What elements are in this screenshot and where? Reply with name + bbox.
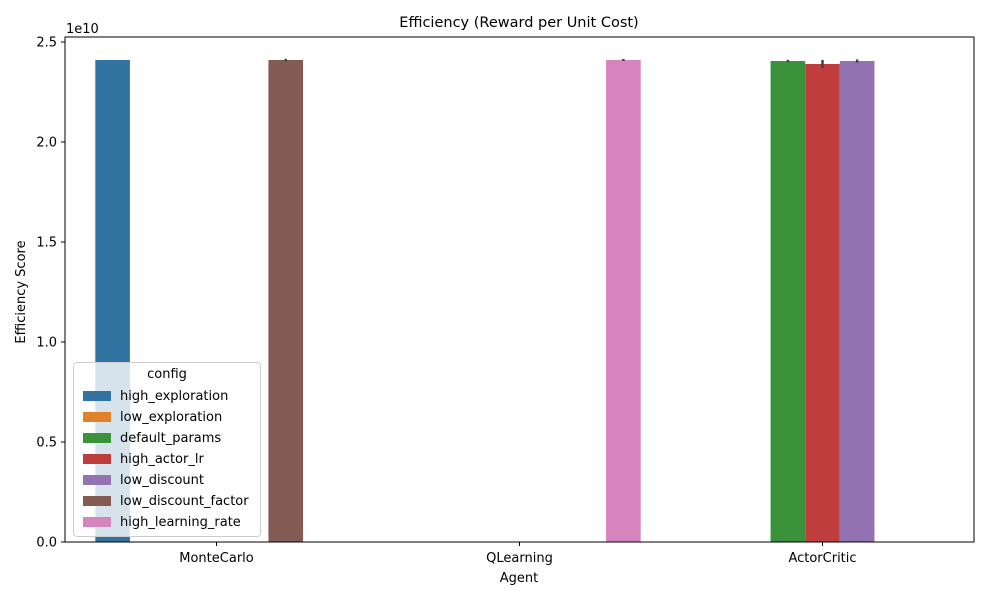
bar-high_actor_lr-ActorCritic	[805, 64, 840, 542]
y-tick-label: 1.5	[36, 236, 57, 251]
legend-item-high_learning_rate: high_learning_rate	[83, 513, 241, 531]
x-tick-label: ActorCritic	[788, 551, 856, 566]
y-multiplier-label: 1e10	[66, 22, 99, 37]
bar-high_learning_rate-QLearning	[606, 60, 641, 542]
legend-item-low_discount: low_discount	[83, 471, 204, 489]
x-tick-label: QLearning	[486, 551, 553, 566]
y-axis-label: Efficiency Score	[14, 240, 29, 343]
legend-label: high_exploration	[120, 388, 229, 404]
legend-label: default_params	[120, 430, 222, 446]
legend-item-high_exploration: high_exploration	[83, 387, 228, 405]
legend-swatch	[83, 496, 111, 506]
y-tick-label: 0.0	[36, 536, 57, 551]
bar-low_discount-ActorCritic	[839, 61, 875, 542]
legend-label: low_discount	[120, 472, 205, 488]
y-tick-label: 2.5	[36, 36, 57, 51]
legend-swatch	[83, 391, 111, 401]
legend-item-low_exploration: low_exploration	[83, 408, 222, 426]
bar-low_discount_factor-MonteCarlo	[268, 60, 304, 542]
plot-frame	[64, 36, 975, 543]
bar-default_params-ActorCritic	[770, 61, 806, 542]
legend-label: low_discount_factor	[120, 493, 249, 509]
legend-item-low_discount_factor: low_discount_factor	[83, 492, 249, 510]
legend-label: high_learning_rate	[120, 514, 241, 530]
legend-item-high_actor_lr: high_actor_lr	[83, 450, 204, 468]
legend-label: high_actor_lr	[120, 451, 204, 467]
y-tick-label: 1.0	[36, 336, 57, 351]
x-tick-label: MonteCarlo	[179, 551, 254, 566]
legend-swatch	[83, 475, 111, 485]
legend-swatch	[83, 454, 111, 464]
legend-item-default_params: default_params	[83, 429, 221, 447]
legend-swatch	[83, 412, 111, 422]
y-tick-label: 2.0	[36, 136, 57, 151]
y-tick-label: 0.5	[36, 436, 57, 451]
chart-title: Efficiency (Reward per Unit Cost)	[399, 15, 638, 31]
legend-label: low_exploration	[120, 409, 223, 425]
x-axis-label: Agent	[500, 571, 538, 586]
legend-swatch	[83, 433, 111, 443]
legend-title: config	[147, 367, 187, 382]
legend-swatch	[83, 517, 111, 527]
